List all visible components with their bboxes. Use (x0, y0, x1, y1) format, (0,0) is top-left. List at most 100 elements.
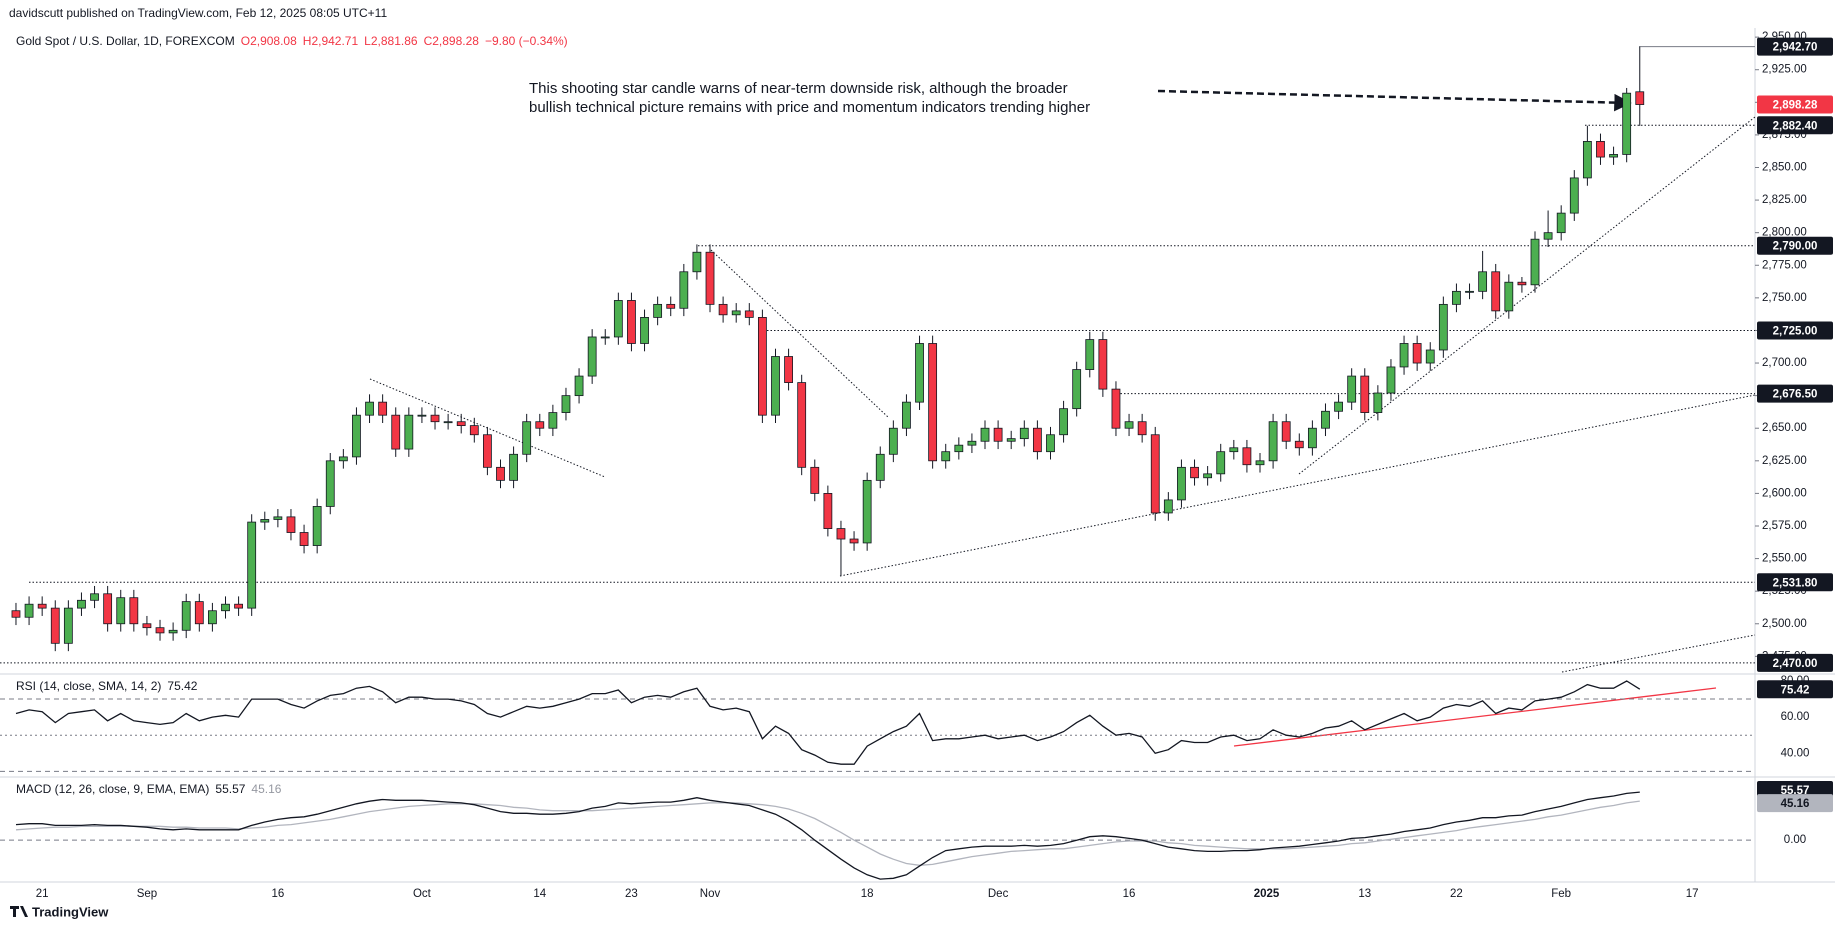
indicator-line (15, 791, 1640, 880)
y-tick-label: 2,825.00 (1762, 194, 1807, 206)
candle-body (888, 427, 898, 455)
price-label-box (1757, 653, 1833, 672)
y-tick-label: 2,625.00 (1762, 455, 1807, 467)
price-label-box (1757, 384, 1833, 403)
x-tick-label: 18 (861, 888, 874, 900)
candle-body (875, 453, 885, 481)
publisher: davidscutt published on TradingView.com,… (9, 6, 387, 20)
candle-body (1255, 460, 1265, 466)
candle-body (1360, 375, 1370, 413)
candle-body (1150, 434, 1160, 514)
candle-body (902, 401, 911, 429)
candle-body (1438, 303, 1448, 351)
candle-body (1229, 447, 1239, 453)
candle-body (757, 317, 767, 416)
logo: TradingView (10, 904, 109, 919)
brand: TradingView (32, 904, 109, 919)
candle-body (1635, 91, 1645, 105)
y-tick-label: 2,650.00 (1762, 422, 1807, 434)
y-tick-label: 2,700.00 (1762, 357, 1807, 369)
trendline (839, 394, 1756, 577)
candle-body (129, 597, 139, 625)
candle-body (1347, 375, 1357, 403)
candle-body (247, 521, 257, 609)
candle-body (1268, 421, 1278, 462)
y-tick-label: 2,550.00 (1762, 553, 1807, 565)
x-tick-label: Sep (137, 888, 157, 900)
price-label-box (1757, 680, 1833, 699)
candle-body (430, 414, 440, 423)
candle-body (1281, 421, 1291, 442)
candle-body (456, 421, 466, 427)
candle-body (1399, 343, 1409, 368)
candle-body (1307, 427, 1317, 449)
y-tick-label: 60.00 (1781, 711, 1810, 723)
candle-body (653, 303, 663, 318)
indicator-value: 45.16 (251, 782, 281, 796)
candle-body (260, 519, 270, 523)
ohlc-close: C2,898.28 (424, 34, 480, 48)
candle-body (600, 336, 610, 339)
candle-body (63, 607, 73, 644)
candle-body (587, 336, 597, 377)
candle-body (1386, 366, 1396, 394)
candle-body (1059, 408, 1068, 436)
candle-body (1465, 290, 1474, 293)
candle-body (744, 310, 754, 318)
candle-body (1294, 440, 1304, 449)
price-label-box (1757, 573, 1833, 592)
candle-body (103, 593, 113, 625)
price-label: 2,942.70 (1773, 42, 1818, 54)
x-tick-label: 16 (271, 888, 284, 900)
candle-body (797, 382, 807, 468)
x-tick-label: Oct (413, 888, 432, 900)
candle-body (482, 434, 492, 468)
y-tick-label: 0.00 (1784, 834, 1806, 846)
candle-body (1609, 154, 1618, 158)
candle-body (1452, 290, 1461, 305)
ohlc-high: H2,942.71 (303, 34, 359, 48)
symbol: Gold Spot / U.S. Dollar, 1D, FOREXCOM (16, 34, 235, 48)
y-tick-label: 40.00 (1781, 747, 1810, 759)
price-label-box (1757, 116, 1833, 135)
candle-body (823, 493, 833, 529)
candle-body (535, 421, 545, 429)
y-tick-label: 2,575.00 (1762, 520, 1807, 532)
candle-body (1124, 421, 1134, 429)
candle-body (1006, 438, 1016, 442)
indicator-line (15, 680, 1641, 765)
candle-body (11, 610, 21, 618)
x-tick-label: Feb (1551, 888, 1571, 900)
candle-body (1556, 212, 1566, 234)
candle-body (836, 528, 846, 540)
candle-body (1163, 499, 1173, 514)
x-tick-label: 21 (36, 888, 49, 900)
x-tick-label: 13 (1358, 888, 1371, 900)
price-label: 2,898.28 (1773, 100, 1818, 112)
candle-body (1111, 388, 1121, 429)
candle-body (1478, 271, 1488, 292)
price-label: 2,882.40 (1773, 120, 1818, 132)
candle-body (810, 466, 820, 494)
candle-body (168, 629, 178, 634)
candle-body (142, 623, 152, 629)
candle-body (522, 421, 532, 455)
price-label: 75.42 (1781, 684, 1810, 696)
indicator-value: 75.42 (167, 679, 197, 693)
ohlc-open: O2,908.08 (241, 34, 297, 48)
price-label-box (1757, 321, 1833, 340)
candle-body (155, 627, 165, 634)
candle-body (1072, 369, 1082, 410)
candle-body (194, 601, 204, 625)
candle-body (1098, 339, 1108, 390)
candle-body (391, 414, 401, 450)
indicator-title: RSI (14, close, SMA, 14, 2) (16, 679, 161, 693)
y-tick-label: 2,600.00 (1762, 487, 1807, 499)
candle-body (1190, 466, 1199, 479)
candle-body (1596, 141, 1605, 158)
candle-body (299, 532, 309, 546)
candle-body (1046, 434, 1055, 453)
candle-body (954, 444, 964, 453)
candle-body (967, 440, 977, 446)
